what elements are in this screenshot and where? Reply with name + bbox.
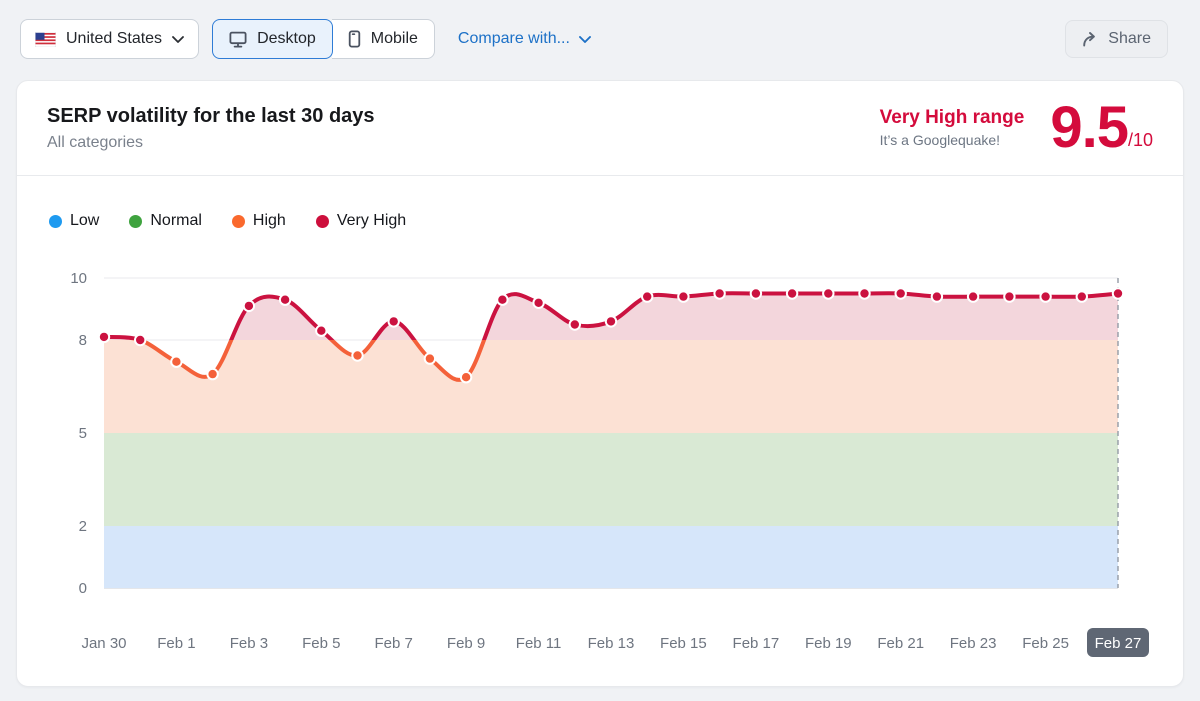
band-high [104,340,1118,433]
band-low [104,526,1118,588]
x-tick-label: Feb 11 [516,635,562,652]
compare-with-link[interactable]: Compare with... [458,30,591,48]
share-label: Share [1108,30,1151,47]
x-tick-label: Jan 30 [81,635,126,652]
score-max: /10 [1127,129,1153,150]
band-normal [104,433,1118,526]
score-value: 9.5 [1050,95,1129,161]
range-label: Very High range [879,107,1025,129]
legend-dot-icon [315,214,329,228]
legend-label: Low [70,212,100,229]
share-button[interactable]: Share [1065,20,1168,58]
x-tick-label: Feb 13 [588,635,635,652]
legend-item-low: Low [49,212,99,230]
legend: Low Normal High Very High [49,212,406,230]
range-block: Very High range It’s a Googlequake! [880,107,1025,148]
x-tick-label: Feb 7 [375,635,413,652]
x-tick-label: Feb 1 [157,635,195,652]
country-select[interactable]: United States [20,19,200,59]
data-point-jan-30[interactable] [97,330,111,344]
x-tick-label: Feb 17 [733,635,780,652]
data-point-feb-12[interactable] [568,318,581,331]
x-tick-label: Feb 9 [447,635,485,652]
data-point-feb-22[interactable] [930,290,944,303]
card-header-right: Very High range It’s a Googlequake! 9.5 … [880,95,1153,161]
x-tick-label: Feb 25 [1022,635,1069,652]
data-point-feb-11[interactable] [532,296,545,310]
tab-mobile[interactable]: Mobile [331,19,435,59]
data-point-feb-19[interactable] [822,287,835,300]
data-point-feb-20[interactable] [858,287,871,300]
x-tick-label: Feb 15 [660,635,707,652]
tab-desktop-label: Desktop [257,30,316,47]
volatility-score: 9.5 /10 [1050,95,1153,161]
x-tick-label: Feb 3 [230,635,268,652]
volatility-chart[interactable]: 0 2 5 8 10 Jan 30 Feb 1 Feb 3 Feb 5 Feb 7 Feb 9 Feb… [17,176,1184,685]
y-tick-label-2: 2 [79,518,87,535]
data-point-feb-4[interactable] [278,293,292,306]
data-point-feb-14[interactable] [641,290,654,303]
x-tick-label: Feb 19 [805,635,852,652]
data-point-feb-16[interactable] [713,287,726,300]
data-point-feb-13[interactable] [604,315,618,328]
legend-label: Very High [336,212,407,229]
chevron-down-icon [172,35,184,43]
data-point-feb-8[interactable] [423,352,437,365]
x-tick-badge [1087,628,1149,657]
legend-label: High [252,212,286,229]
data-point-feb-5[interactable] [315,324,328,337]
band-very-high [104,293,1118,340]
data-point-feb-25[interactable] [1039,290,1052,303]
legend-item-normal: Normal [129,212,202,230]
category-subtitle: All categories [47,133,144,151]
serp-volatility-card: SERP volatility for the last 30 days All… [16,80,1184,687]
share-arrow-icon [1083,31,1096,46]
data-point-jan-31[interactable] [134,333,147,347]
tab-desktop[interactable]: Desktop [212,19,333,59]
compare-with-label: Compare with... [457,30,570,47]
legend-dot-icon [231,214,245,228]
y-tick-label-8: 8 [79,332,87,349]
legend-item-very-high: Very High [315,212,407,230]
top-toolbar: United States Desktop Mobile Compare wit… [0,0,1200,59]
data-point-feb-7[interactable] [387,315,400,328]
us-flag-icon [35,31,56,47]
y-tick-label-10: 10 [70,270,87,287]
page-title: SERP volatility for the last 30 days [47,104,375,127]
data-point-feb-1[interactable] [170,355,183,368]
data-point-feb-15[interactable] [677,290,690,303]
chevron-down-icon [579,35,591,43]
mobile-icon [348,30,360,48]
card-header-left: SERP volatility for the last 30 days All… [47,105,375,152]
chart-section: Low Normal High Very High 0 2 5 8 10 Jan 30 Feb 1… [17,176,1183,685]
legend-dot-icon [49,214,62,228]
device-toggle: Desktop Mobile [212,19,435,59]
data-point-feb-24[interactable] [1003,290,1016,303]
data-point-feb-23[interactable] [966,290,980,303]
range-note: It’s a Googlequake! [879,132,1001,149]
data-point-feb-17[interactable] [749,287,763,300]
desktop-icon [229,31,247,47]
data-point-feb-26[interactable] [1075,290,1089,303]
tab-mobile-label: Mobile [370,30,418,47]
y-tick-label-5: 5 [79,425,87,442]
data-point-feb-6[interactable] [351,349,364,362]
x-tick-label-highlighted: Feb 27 [1095,635,1142,652]
country-label: United States [66,30,163,47]
y-tick-label-0: 0 [79,580,87,597]
data-point-feb-3[interactable] [242,299,256,313]
data-point-feb-18[interactable] [785,287,799,300]
data-point-feb-9[interactable] [459,371,473,384]
x-tick-label: Feb 5 [302,635,340,652]
data-point-feb-27[interactable] [1111,287,1125,300]
legend-item-high: High [231,212,286,230]
legend-dot-icon [129,214,143,228]
data-point-feb-21[interactable] [894,287,907,300]
x-tick-label: Feb 21 [877,635,924,652]
data-point-feb-10[interactable] [496,293,509,306]
x-tick-label: Feb 23 [950,635,997,652]
data-point-feb-2[interactable] [206,367,219,381]
card-header: SERP volatility for the last 30 days All… [17,81,1183,176]
legend-label: Normal [150,212,202,229]
